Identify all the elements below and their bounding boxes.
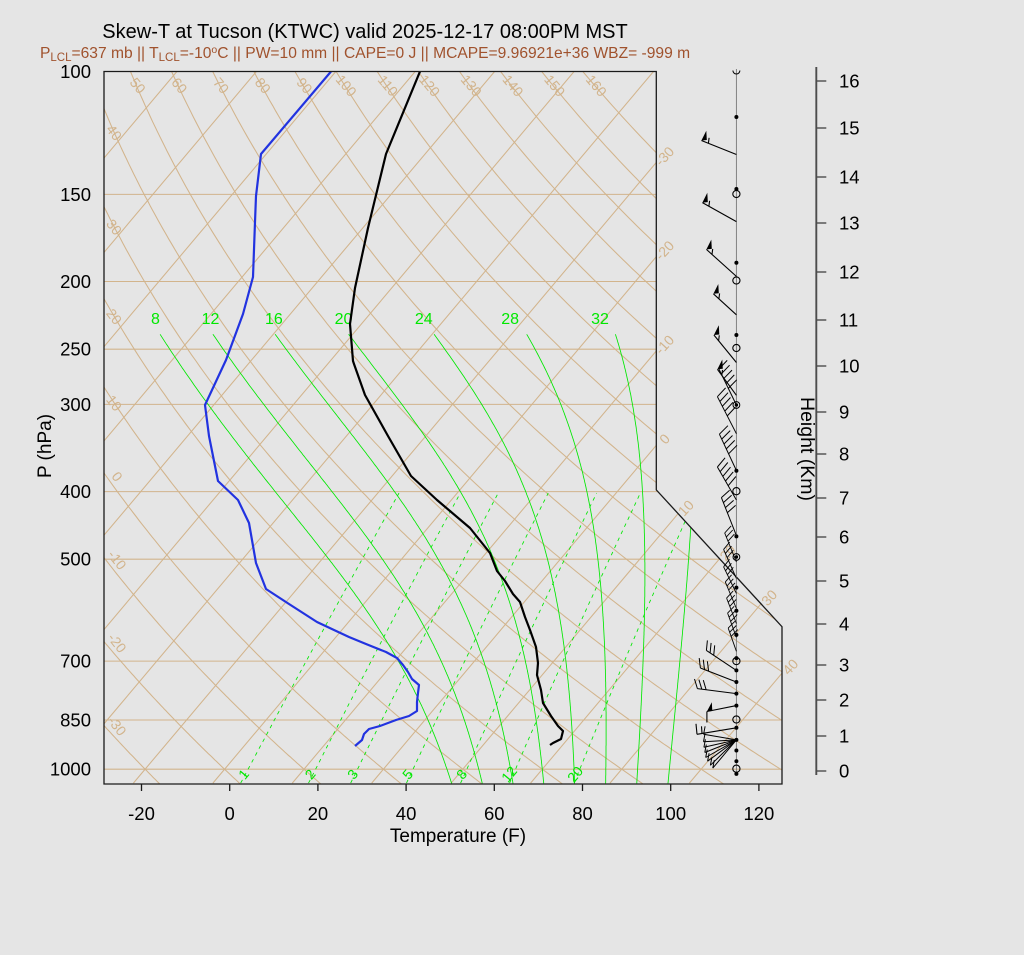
svg-text:300: 300 [60, 394, 91, 415]
svg-text:500: 500 [60, 549, 91, 570]
svg-text:20: 20 [308, 803, 329, 824]
svg-text:28: 28 [501, 311, 519, 328]
svg-text:4: 4 [839, 614, 849, 635]
svg-text:PLCL=637 mb || TLCL=-10oC || P: PLCL=637 mb || TLCL=-10oC || PW=10 mm ||… [40, 44, 690, 64]
svg-text:10: 10 [839, 356, 860, 377]
svg-text:Height (Km): Height (Km) [796, 397, 818, 501]
svg-text:15: 15 [839, 118, 860, 139]
svg-text:20: 20 [335, 311, 353, 328]
svg-text:14: 14 [839, 167, 860, 188]
svg-text:32: 32 [591, 311, 609, 328]
svg-text:8: 8 [839, 444, 849, 465]
svg-text:0: 0 [225, 803, 235, 824]
svg-text:13: 13 [839, 213, 860, 234]
svg-text:12: 12 [202, 311, 220, 328]
svg-text:120: 120 [743, 803, 774, 824]
svg-text:6: 6 [839, 527, 849, 548]
svg-text:80: 80 [572, 803, 593, 824]
svg-text:16: 16 [839, 71, 860, 92]
svg-text:16: 16 [265, 311, 283, 328]
svg-text:100: 100 [655, 803, 686, 824]
svg-text:0: 0 [839, 761, 849, 782]
svg-text:400: 400 [60, 481, 91, 502]
svg-text:12: 12 [839, 262, 860, 283]
svg-text:40: 40 [396, 803, 417, 824]
svg-text:1: 1 [839, 726, 849, 747]
svg-text:P (hPa): P (hPa) [35, 414, 56, 478]
svg-text:60: 60 [484, 803, 505, 824]
svg-text:850: 850 [60, 710, 91, 731]
svg-text:Temperature (F): Temperature (F) [390, 826, 526, 847]
svg-text:150: 150 [60, 184, 91, 205]
svg-text:24: 24 [415, 311, 433, 328]
svg-text:2: 2 [839, 690, 849, 711]
svg-text:11: 11 [839, 310, 858, 331]
svg-text:200: 200 [60, 271, 91, 292]
svg-text:1000: 1000 [50, 759, 91, 780]
svg-text:700: 700 [60, 651, 91, 672]
svg-text:8: 8 [151, 311, 160, 328]
svg-text:5: 5 [839, 571, 849, 592]
svg-text:100: 100 [60, 61, 91, 82]
svg-text:7: 7 [839, 488, 849, 509]
svg-text:-20: -20 [128, 803, 155, 824]
svg-text:250: 250 [60, 339, 91, 360]
svg-text:9: 9 [839, 402, 849, 423]
svg-text:3: 3 [839, 655, 849, 676]
svg-text:Skew-T at Tucson (KTWC) valid: Skew-T at Tucson (KTWC) valid 2025-12-17… [102, 21, 627, 43]
